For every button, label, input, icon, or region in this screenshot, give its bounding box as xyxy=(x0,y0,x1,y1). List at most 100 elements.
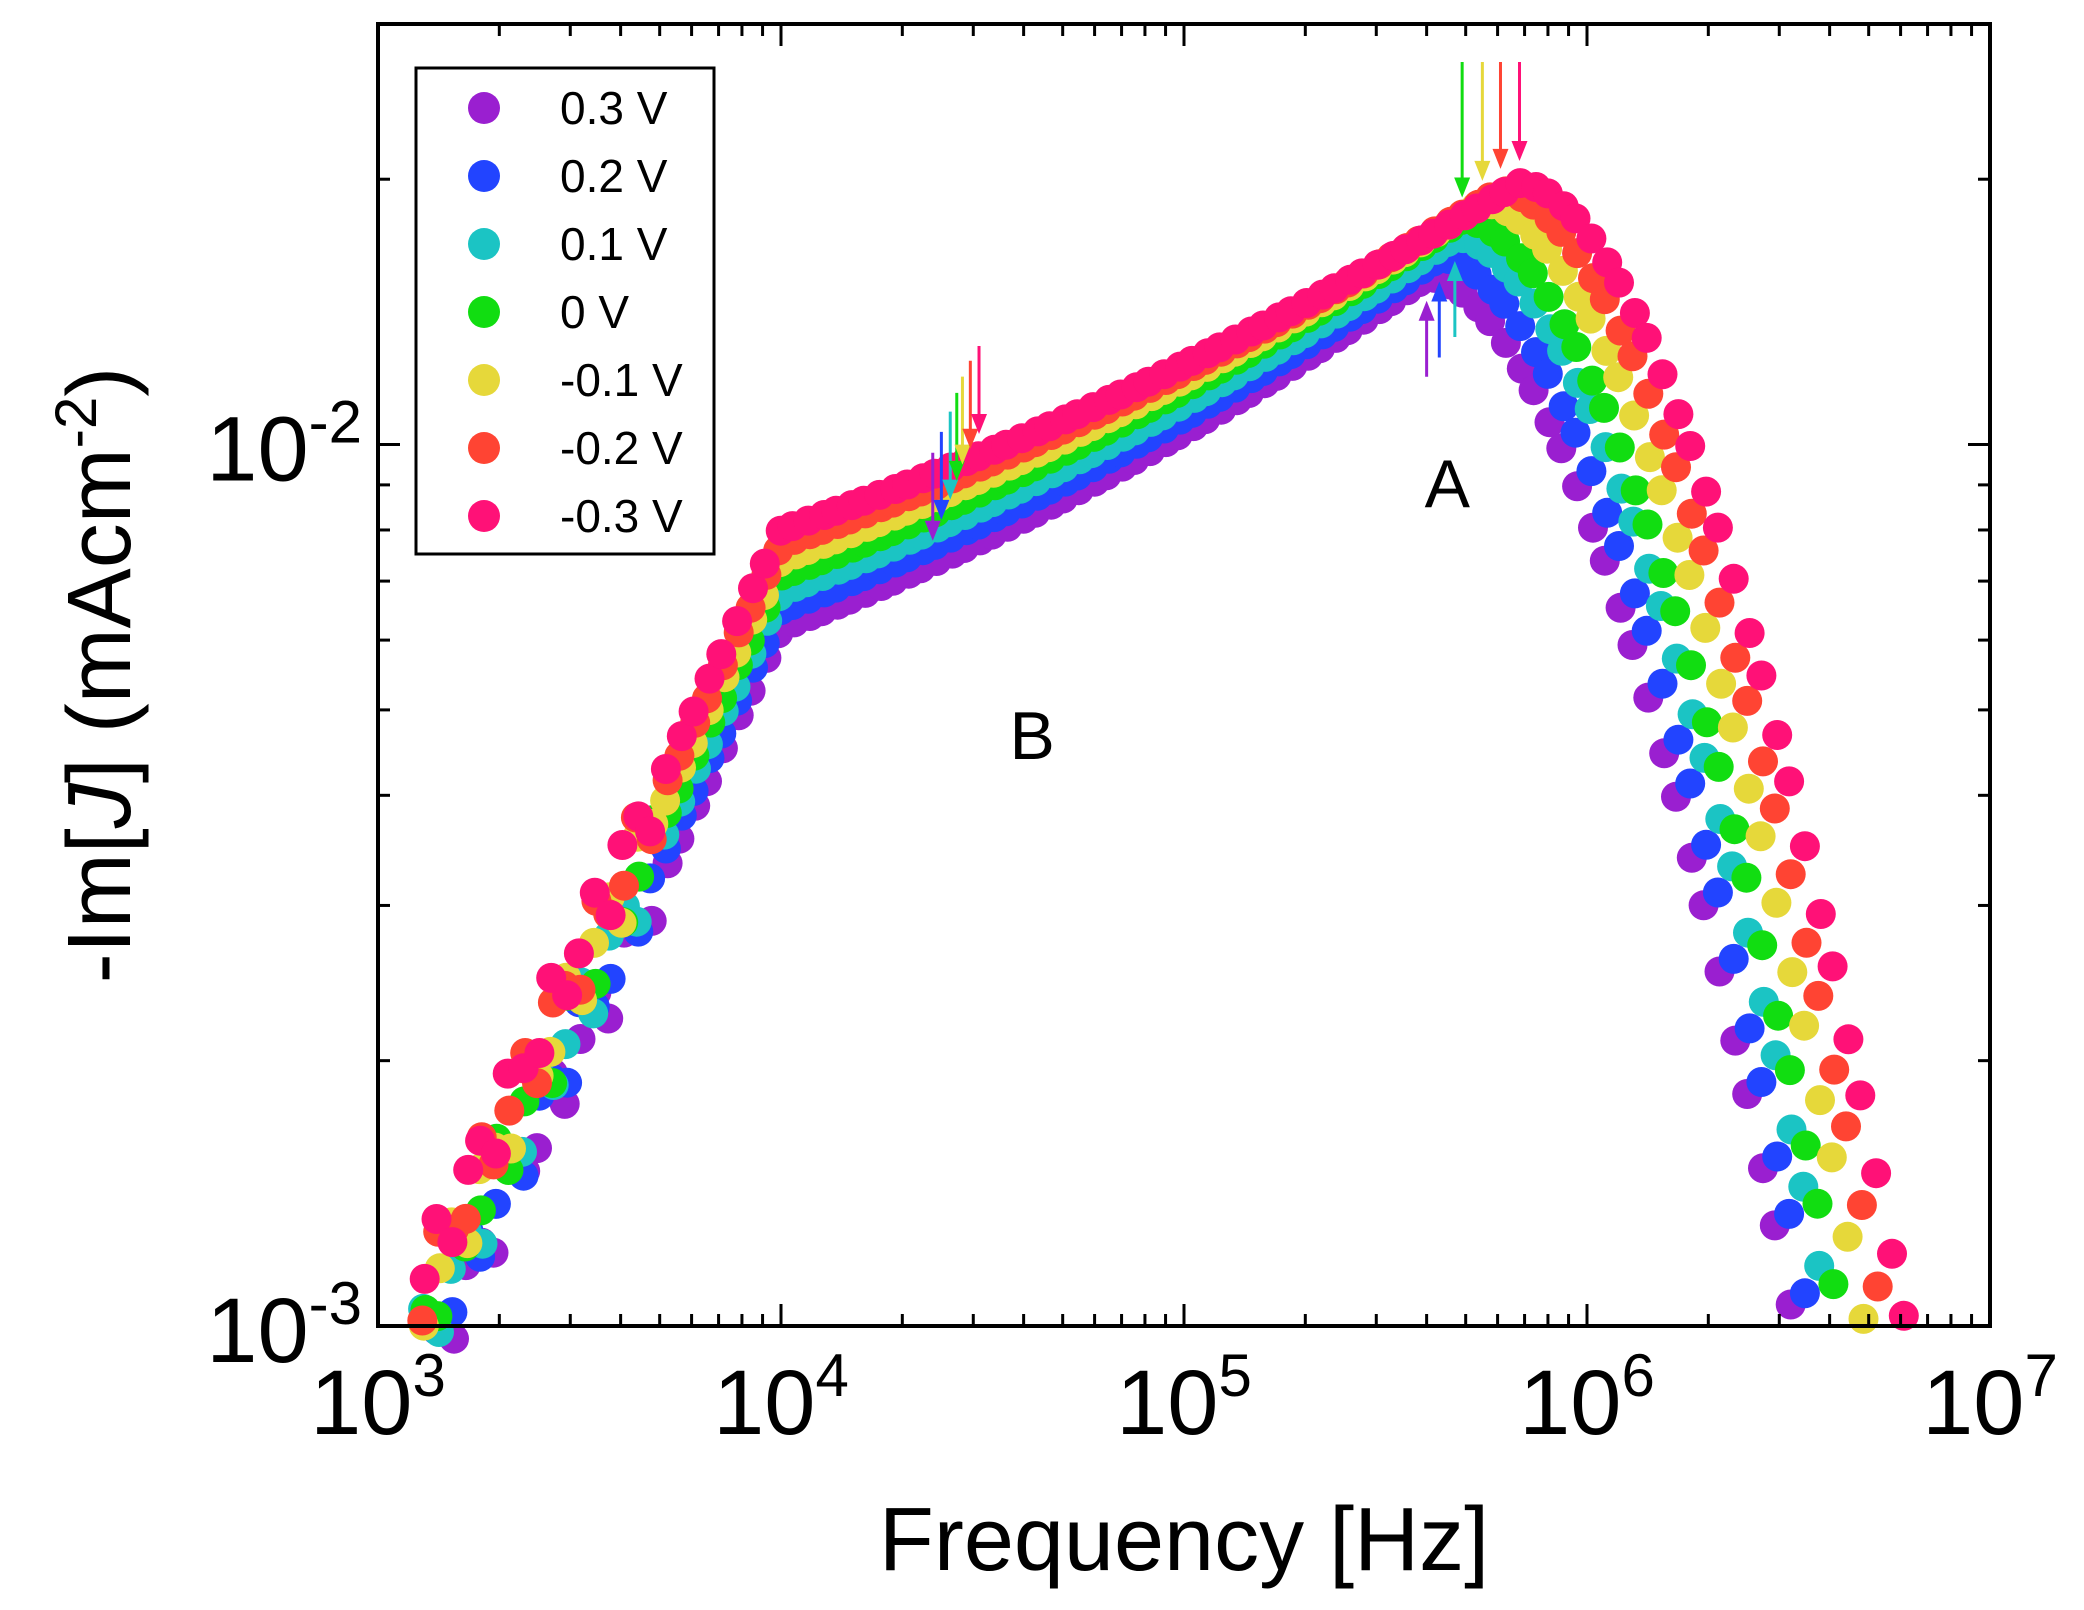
data-point-m03V xyxy=(1718,563,1749,594)
data-point-m03V xyxy=(1691,476,1722,507)
data-point-m01V xyxy=(1777,957,1808,988)
arrow-B-head xyxy=(954,444,971,465)
data-point-m02V xyxy=(1688,535,1719,566)
data-point-m01V xyxy=(1816,1142,1847,1173)
data-point-02V xyxy=(1691,829,1722,860)
arrow-A-head xyxy=(1418,300,1435,321)
y-tick-label-exp: -3 xyxy=(309,1270,362,1337)
data-point-m01V xyxy=(1603,362,1634,393)
annotation-B: B xyxy=(1009,698,1054,774)
data-point-m01V xyxy=(1733,773,1764,804)
data-point-0V xyxy=(1691,707,1722,738)
data-point-m03V xyxy=(1861,1158,1892,1189)
data-point-0V xyxy=(1632,509,1663,540)
data-point-02V xyxy=(1734,1013,1765,1044)
legend-label: 0 V xyxy=(560,286,629,338)
data-point-02V xyxy=(1647,668,1678,699)
data-point-0V xyxy=(1763,1000,1794,1031)
data-point-m03V xyxy=(437,1227,468,1258)
data-point-m03V xyxy=(1675,431,1706,461)
data-point-m03V xyxy=(1762,720,1793,750)
x-tick-label-base: 10 xyxy=(310,1352,412,1454)
data-point-m03V xyxy=(1604,267,1634,298)
data-point-m03V xyxy=(1845,1080,1876,1111)
data-point-m03V xyxy=(1560,203,1591,234)
data-point-m03V xyxy=(1888,1300,1919,1331)
data-point-m02V xyxy=(1704,587,1735,618)
data-point-02V xyxy=(1548,391,1579,422)
data-point-02V xyxy=(1619,578,1650,609)
data-point-m03V xyxy=(421,1204,452,1234)
y-axis-title-sup: -2 xyxy=(44,397,109,449)
data-point-m03V xyxy=(1877,1238,1907,1269)
data-point-m02V xyxy=(1676,498,1707,529)
data-point-m01V xyxy=(1805,1085,1835,1116)
legend-label: -0.3 V xyxy=(560,490,683,542)
legend-marker xyxy=(468,364,500,396)
data-point-0V xyxy=(1818,1269,1849,1300)
data-point-m02V xyxy=(1791,927,1822,958)
data-point-m03V xyxy=(1647,359,1678,390)
data-point-02V xyxy=(1774,1198,1805,1229)
data-point-02V xyxy=(1746,1067,1777,1097)
arrow-A-head xyxy=(1474,160,1491,181)
legend-label: -0.1 V xyxy=(560,354,683,406)
data-point-02V xyxy=(1789,1278,1820,1309)
data-point-m02V xyxy=(1759,793,1790,824)
data-point-m03V xyxy=(552,980,583,1011)
data-point-0V xyxy=(1577,365,1608,396)
data-point-m02V xyxy=(1748,746,1778,777)
data-point-0V xyxy=(1774,1055,1805,1086)
data-point-m01V xyxy=(1717,712,1748,743)
x-tick-label-base: 10 xyxy=(1922,1352,2024,1454)
x-tick-label-exp: 5 xyxy=(1218,1342,1251,1409)
data-point-02V xyxy=(1631,615,1662,646)
data-point-m03V xyxy=(480,1138,511,1169)
legend-marker xyxy=(468,160,500,192)
data-point-m02V xyxy=(1862,1271,1893,1302)
data-point-m03V xyxy=(524,1038,555,1068)
data-point-0V xyxy=(1731,862,1762,893)
data-point-0V xyxy=(1660,596,1691,627)
data-point-m03V xyxy=(595,900,626,931)
legend-box xyxy=(414,66,716,556)
data-point-m03V xyxy=(635,816,666,847)
data-point-m02V xyxy=(1803,980,1834,1011)
annotations: AB xyxy=(1009,446,1470,774)
data-point-m01V xyxy=(1646,475,1677,506)
legend-marker xyxy=(468,500,500,532)
x-tick-label-base: 10 xyxy=(713,1352,815,1454)
data-point-0V xyxy=(1747,930,1778,961)
data-point-m01V xyxy=(1745,821,1776,852)
x-tick-label-exp: 6 xyxy=(1621,1342,1654,1409)
data-point-m03V xyxy=(563,938,594,969)
x-tick-label-base: 10 xyxy=(1519,1352,1621,1454)
data-point-m03V xyxy=(1663,399,1694,430)
data-point-m02V xyxy=(1732,685,1763,716)
data-point-m01V xyxy=(1761,887,1792,918)
y-tick-label: 10-2 xyxy=(206,389,362,501)
x-tick-label-exp: 7 xyxy=(2024,1342,2057,1409)
data-point-m02V xyxy=(450,1203,481,1234)
data-point-m03V xyxy=(607,830,638,860)
x-tick-label: 104 xyxy=(713,1342,849,1454)
arrow-B-head xyxy=(971,414,988,435)
arrow-B-head xyxy=(933,499,950,520)
legend-marker xyxy=(468,432,500,464)
data-point-m03V xyxy=(579,877,610,908)
legend-label: 0.1 V xyxy=(560,218,668,270)
data-point-m02V xyxy=(609,870,639,901)
arrow-B-head xyxy=(924,520,941,541)
legend-marker xyxy=(468,228,500,260)
data-point-m03V xyxy=(1817,951,1848,982)
data-point-m01V xyxy=(1690,612,1721,643)
x-axis-title: Frequency [Hz] xyxy=(879,1490,1489,1590)
data-points xyxy=(407,168,1919,1354)
data-point-0V xyxy=(1549,309,1580,340)
data-point-m03V xyxy=(694,663,725,694)
data-point-m03V xyxy=(1833,1024,1864,1055)
arrow-A-head xyxy=(1511,141,1528,162)
arrow-A-head xyxy=(1492,148,1509,169)
